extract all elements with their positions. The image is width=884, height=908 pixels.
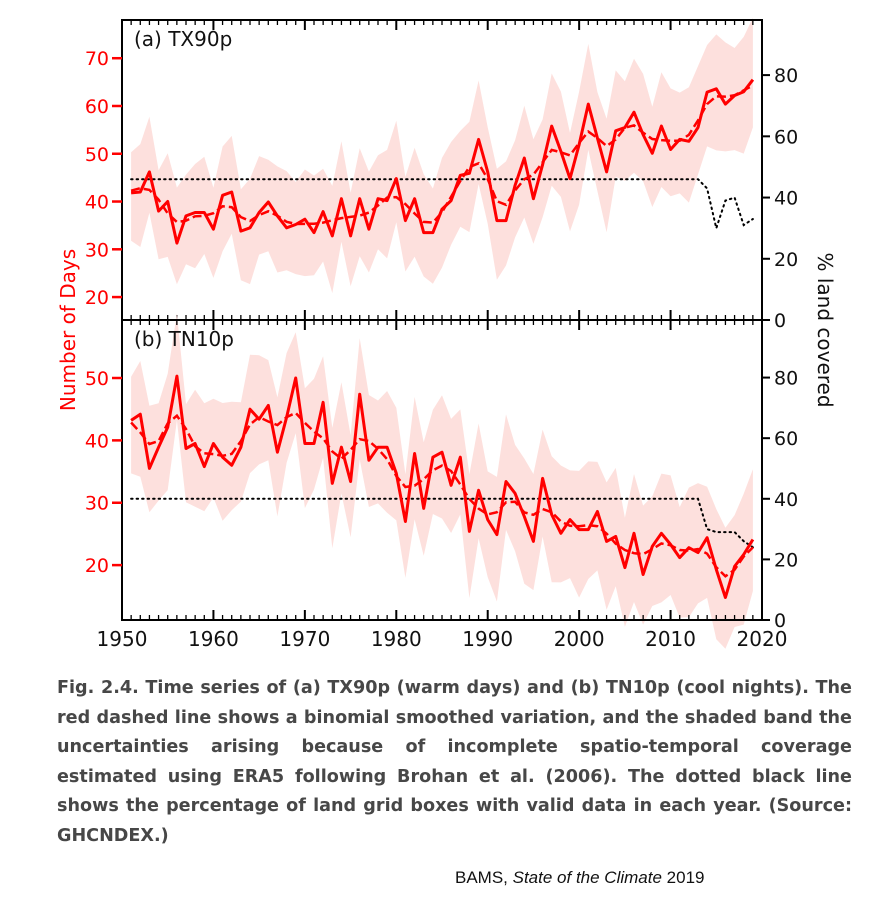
credit-title: State of the Climate xyxy=(512,868,662,887)
land-coverage-line xyxy=(130,178,754,232)
left-y-tick-label: 30 xyxy=(85,239,109,261)
right-y-tick-label: 80 xyxy=(774,65,798,87)
right-axis-title: % land covered xyxy=(813,252,837,407)
panel-label: (b) TN10p xyxy=(134,327,234,351)
panel-a: 20 30 40 50 60 70 0 20 40 60 80 (a) TX90p xyxy=(85,17,798,332)
right-y-tick-label: 20 xyxy=(774,549,798,571)
left-y-tick-label: 20 xyxy=(85,287,109,309)
figure-caption: Fig. 2.4. Time series of (a) TX90p (warm… xyxy=(57,678,852,846)
right-y-tick-label: 40 xyxy=(774,489,798,511)
source-credit: BAMS, State of the Climate 2019 xyxy=(455,868,704,888)
credit-year: 2019 xyxy=(661,868,705,887)
right-y-tick-label: 60 xyxy=(774,428,798,450)
x-tick-label: 1980 xyxy=(371,627,422,651)
left-y-tick-label: 50 xyxy=(85,368,109,390)
x-tick-label: 2000 xyxy=(554,627,605,651)
right-y-tick-label: 0 xyxy=(774,310,786,332)
right-y-tick-label: 80 xyxy=(774,368,798,390)
right-y-tick-label: 40 xyxy=(774,188,798,210)
right-y-tick-label: 20 xyxy=(774,249,798,271)
x-tick-label: 2020 xyxy=(737,627,788,651)
credit-prefix: BAMS, xyxy=(455,868,513,887)
left-y-tick-label: 40 xyxy=(85,430,109,452)
x-tick-label: 1950 xyxy=(97,627,148,651)
smoothed-dashed-line xyxy=(130,411,754,578)
x-tick-label: 2010 xyxy=(645,627,696,651)
panel-label: (a) TX90p xyxy=(134,27,232,51)
panel-b: 20 30 40 50 0 20 40 60 80 (b) TN10p xyxy=(85,313,798,649)
left-axis-title: Number of Days xyxy=(56,249,80,411)
x-tick-label: 1990 xyxy=(462,627,513,651)
left-y-tick-label: 70 xyxy=(85,48,109,70)
left-y-tick-label: 30 xyxy=(85,493,109,515)
uncertainty-band xyxy=(131,313,753,649)
x-tick-label: 1970 xyxy=(279,627,330,651)
x-tick-label: 1960 xyxy=(188,627,239,651)
left-y-tick-label: 60 xyxy=(85,96,109,118)
left-y-tick-label: 50 xyxy=(85,144,109,166)
right-y-tick-label: 0 xyxy=(774,610,786,632)
right-y-tick-label: 60 xyxy=(774,126,798,148)
left-y-tick-label: 20 xyxy=(85,555,109,577)
land-coverage-line xyxy=(130,497,754,549)
left-y-tick-label: 40 xyxy=(85,192,109,214)
uncertainty-band xyxy=(131,17,753,294)
